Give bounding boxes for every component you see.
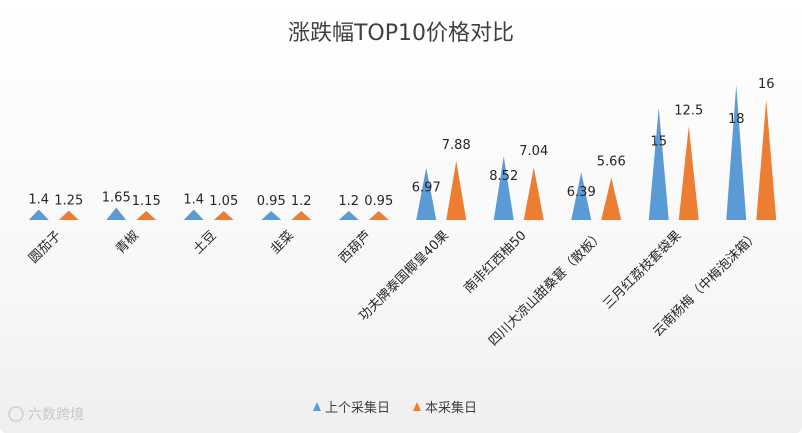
bar-s2-c2 bbox=[136, 211, 157, 220]
data-label-s2-c1: 1.25 bbox=[54, 194, 83, 209]
bar-s1-c6 bbox=[416, 167, 437, 220]
legend-item-1[interactable]: 上个采集日 bbox=[313, 400, 390, 416]
bar-s1-c4 bbox=[261, 211, 282, 220]
bar-s1-c7 bbox=[493, 156, 514, 220]
data-label-s1-c6: 6.97 bbox=[412, 181, 441, 196]
data-label-s2-c10: 16 bbox=[758, 77, 775, 92]
bar-s1-c2 bbox=[106, 207, 127, 220]
legend-label-2: 本采集日 bbox=[425, 400, 477, 416]
legend-label-1: 上个采集日 bbox=[325, 400, 390, 416]
category-label-3: 土豆 bbox=[191, 228, 220, 257]
data-label-s1-c2: 1.65 bbox=[102, 191, 131, 206]
data-label-s2-c8: 5.66 bbox=[597, 155, 626, 170]
legend-marker-2-icon bbox=[413, 402, 421, 411]
bar-s2-c7 bbox=[523, 167, 544, 220]
bar-s2-c6 bbox=[446, 160, 467, 220]
bar-s1-c3 bbox=[183, 209, 204, 220]
data-label-s2-c3: 1.05 bbox=[209, 194, 238, 209]
data-label-s2-c6: 7.88 bbox=[442, 138, 471, 153]
legend-marker-1-icon bbox=[313, 402, 321, 411]
data-label-s1-c10: 18 bbox=[728, 112, 745, 127]
data-label-s1-c8: 6.39 bbox=[567, 185, 596, 200]
data-label-s1-c3: 1.4 bbox=[183, 193, 204, 208]
bar-s1-c10 bbox=[726, 85, 747, 220]
data-label-s2-c5: 0.95 bbox=[364, 194, 393, 209]
category-label-2: 青椒 bbox=[113, 228, 142, 257]
bar-s2-c10 bbox=[756, 100, 777, 220]
data-label-s1-c5: 1.2 bbox=[338, 194, 359, 209]
data-label-s2-c9: 12.5 bbox=[674, 103, 703, 118]
bar-s1-c1 bbox=[28, 209, 49, 220]
chart-title: 涨跌幅TOP10价格对比 bbox=[288, 21, 514, 46]
bar-s1-c8 bbox=[571, 172, 592, 220]
bar-s1-c5 bbox=[338, 211, 359, 220]
category-label-7: 南非红西柚50 bbox=[461, 228, 530, 297]
legend-item-2[interactable]: 本采集日 bbox=[413, 400, 477, 416]
bar-s2-c1 bbox=[58, 210, 79, 220]
bar-s2-c3 bbox=[213, 211, 234, 220]
bar-s2-c9 bbox=[678, 126, 699, 220]
data-label-s2-c2: 1.15 bbox=[132, 194, 161, 209]
category-label-4: 韭菜 bbox=[268, 228, 297, 257]
bar-s2-c5 bbox=[368, 211, 389, 220]
category-label-9: 三月红荔枝套袋果 bbox=[600, 228, 685, 313]
watermark: 六数跨境 bbox=[8, 406, 84, 423]
watermark-logo-icon bbox=[8, 406, 24, 422]
legend[interactable]: 上个采集日 本采集日 bbox=[313, 400, 477, 416]
data-label-s1-c9: 15 bbox=[650, 135, 667, 150]
bar-s2-c8 bbox=[601, 177, 622, 220]
plot-area: 1.4 1.25 1.65 1.15 1.4 1.05 0.95 1.2 1.2 0.95 6.97… bbox=[28, 77, 777, 220]
data-label-s1-c4: 0.95 bbox=[257, 194, 286, 209]
bar-s1-c9 bbox=[648, 107, 669, 220]
category-label-5: 西葫芦 bbox=[336, 228, 374, 266]
data-label-s1-c7: 8.52 bbox=[489, 169, 518, 184]
category-label-1: 圆茄子 bbox=[26, 228, 64, 266]
watermark-text: 六数跨境 bbox=[28, 407, 84, 423]
data-label-s1-c1: 1.4 bbox=[28, 193, 49, 208]
bar-s2-c4 bbox=[291, 211, 312, 220]
data-label-s2-c7: 7.04 bbox=[519, 144, 548, 159]
data-label-s2-c4: 1.2 bbox=[291, 194, 312, 209]
